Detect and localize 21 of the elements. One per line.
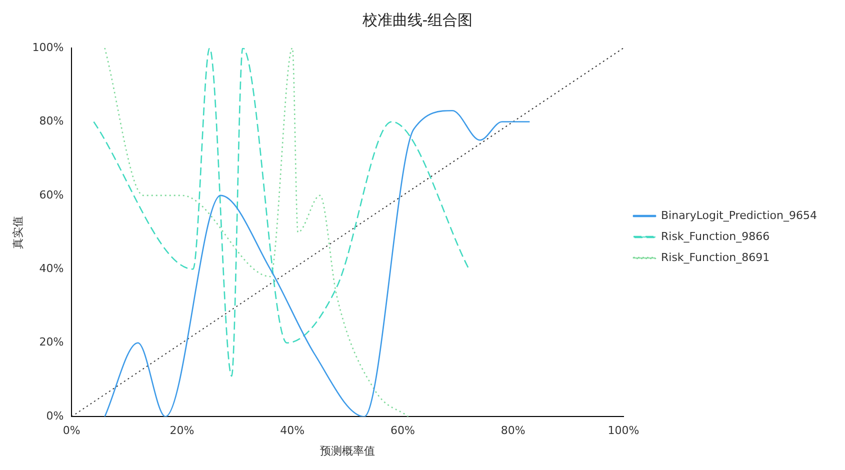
x-tick-label: 20% bbox=[170, 424, 194, 438]
y-tick-label: 60% bbox=[39, 188, 64, 202]
y-tick-label: 80% bbox=[39, 114, 64, 128]
y-axis-title: 真实值 bbox=[11, 216, 24, 249]
x-axis-title: 预测概率值 bbox=[320, 444, 376, 458]
x-tick-label: 40% bbox=[280, 424, 305, 438]
x-tick-label: 100% bbox=[608, 424, 640, 438]
y-tick-label: 40% bbox=[39, 262, 64, 276]
x-tick-label: 80% bbox=[500, 424, 526, 438]
line-series bbox=[104, 110, 530, 417]
x-tick-label: 0% bbox=[62, 424, 80, 438]
y-tick-label: 0% bbox=[46, 409, 64, 422]
x-tick-label: 60% bbox=[390, 424, 415, 438]
chart-title: 校准曲线-组合图 bbox=[361, 10, 473, 29]
line-series bbox=[93, 48, 470, 377]
line-series bbox=[104, 48, 409, 417]
legend-label: BinaryLogit_Prediction_9654 bbox=[660, 208, 818, 222]
legend-label: Risk_Function_9866 bbox=[660, 230, 770, 243]
y-tick-label: 100% bbox=[32, 40, 64, 54]
y-tick-label: 20% bbox=[39, 336, 64, 349]
legend-label: Risk_Function_8691 bbox=[660, 250, 770, 264]
